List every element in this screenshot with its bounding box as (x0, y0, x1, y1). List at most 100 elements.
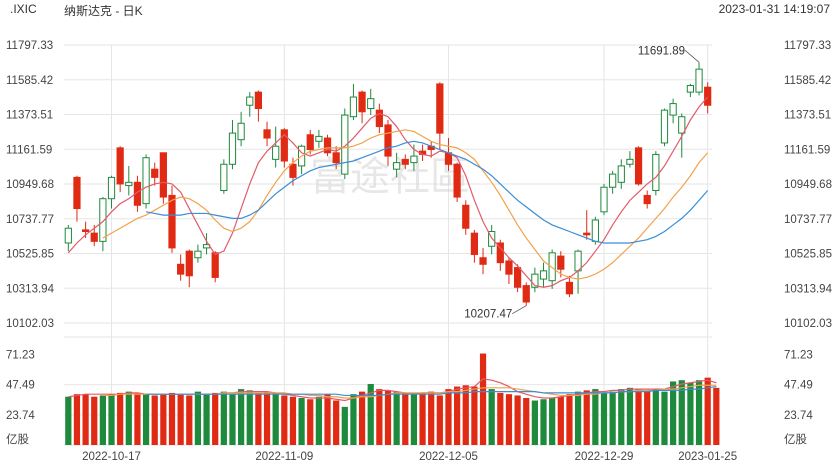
candle-body (531, 273, 539, 288)
volume-bar (341, 406, 348, 445)
volume-bar (592, 389, 599, 445)
date-axis: 2022-10-17 2022-11-09 2022-12-05 2022-12-29… (82, 451, 737, 463)
volume-bar (160, 394, 167, 445)
volume-bar (203, 394, 210, 445)
volume-bar (609, 391, 616, 445)
candle-body (591, 219, 599, 242)
volume-bar (497, 392, 504, 445)
candle-body (125, 181, 133, 187)
volume-bar (428, 391, 435, 445)
price-tick-label: 10525.85 (6, 249, 54, 261)
candle-body (228, 132, 237, 165)
candle-body (315, 135, 323, 142)
volume-bar (549, 397, 556, 445)
price-tick-label: 11585.42 (6, 75, 53, 87)
candle-body (660, 109, 669, 144)
volume-bar (177, 394, 184, 445)
candle-body (375, 109, 383, 128)
volume-bar (238, 389, 245, 445)
candle-body (367, 98, 375, 110)
candle-body (704, 86, 712, 106)
high-annotation: 11691.89 (638, 45, 685, 57)
price-tick-label: 10737.77 (6, 214, 54, 226)
volume-bar (151, 395, 158, 445)
volume-average-lines (68, 378, 717, 402)
volume-bar (557, 396, 564, 445)
candle-body (565, 281, 574, 295)
volume-axis-right: 71.23 47.49 23.74 (784, 349, 813, 421)
volume-bar (99, 395, 106, 445)
price-tick-label: 11161.59 (6, 144, 52, 156)
high-annotation-leader (684, 49, 700, 63)
candle-body (678, 116, 686, 134)
candle-body (634, 147, 643, 185)
volume-bar (523, 397, 530, 445)
date-tick-label: 2023-01-25 (678, 451, 737, 463)
low-annotation-leader (512, 305, 527, 315)
candle-body (263, 129, 271, 139)
volume-unit-right: 亿股 (784, 433, 807, 446)
volume-bar (307, 399, 314, 445)
candle-body (185, 250, 193, 277)
candle-body (496, 242, 504, 264)
volume-bar (82, 394, 89, 445)
price-tick-label: 11373.51 (6, 110, 53, 122)
candle-body (237, 122, 245, 141)
candle-body (513, 267, 522, 288)
volume-bar (505, 394, 513, 445)
date-tick-label: 2022-11-09 (255, 451, 313, 463)
volume-bar (289, 396, 297, 445)
volume-bar (652, 389, 659, 445)
candle-body (686, 85, 695, 93)
volume-bar (315, 396, 322, 445)
volume-bar (134, 392, 141, 445)
volume-bars (65, 353, 720, 445)
candle-body (436, 83, 444, 134)
volume-bar (479, 353, 487, 445)
candle-body (194, 250, 202, 259)
volume-bar (108, 394, 115, 445)
candle-body (99, 198, 107, 242)
low-annotation: 10207.47 (464, 309, 512, 321)
candle-body (470, 232, 479, 255)
volume-bar (644, 390, 651, 445)
candle-body (557, 255, 565, 270)
volume-bar (419, 392, 426, 445)
volume-bar (367, 384, 374, 445)
volume-bar (454, 386, 461, 445)
candle-body (669, 103, 677, 116)
candle-body (349, 96, 358, 118)
price-tick-label: 11161.59 (784, 144, 830, 156)
volume-bar (350, 394, 357, 445)
candle-body (220, 163, 228, 192)
volume-bar (281, 395, 288, 445)
volume-bar (65, 396, 72, 445)
candle-body (643, 194, 651, 205)
moving-average-line (145, 140, 709, 244)
volume-bar (514, 395, 521, 445)
volume-bar (272, 392, 279, 445)
volume-bar (263, 391, 271, 445)
grid-lines (64, 44, 712, 446)
volume-bar (618, 389, 625, 445)
candle-body (81, 229, 90, 233)
candle-body (695, 68, 703, 93)
volume-bar (445, 389, 452, 445)
price-tick-label: 11797.33 (6, 40, 53, 52)
candle-body (548, 252, 556, 282)
volume-bar (168, 392, 176, 445)
volume-tick-label: 23.74 (784, 410, 813, 422)
candle-body (574, 250, 582, 272)
candle-body (626, 158, 634, 165)
volume-bar (324, 394, 331, 445)
date-tick-label: 2022-12-05 (419, 451, 478, 463)
candle-body (254, 91, 263, 110)
price-tick-label: 10949.68 (784, 179, 832, 191)
volume-bar (471, 386, 478, 445)
candle-body (522, 285, 530, 303)
chart-type-label: 纳斯达克 - 日K (64, 4, 143, 18)
candle-body (600, 186, 608, 213)
price-tick-label: 10949.68 (6, 179, 54, 191)
candle-body (177, 263, 185, 275)
